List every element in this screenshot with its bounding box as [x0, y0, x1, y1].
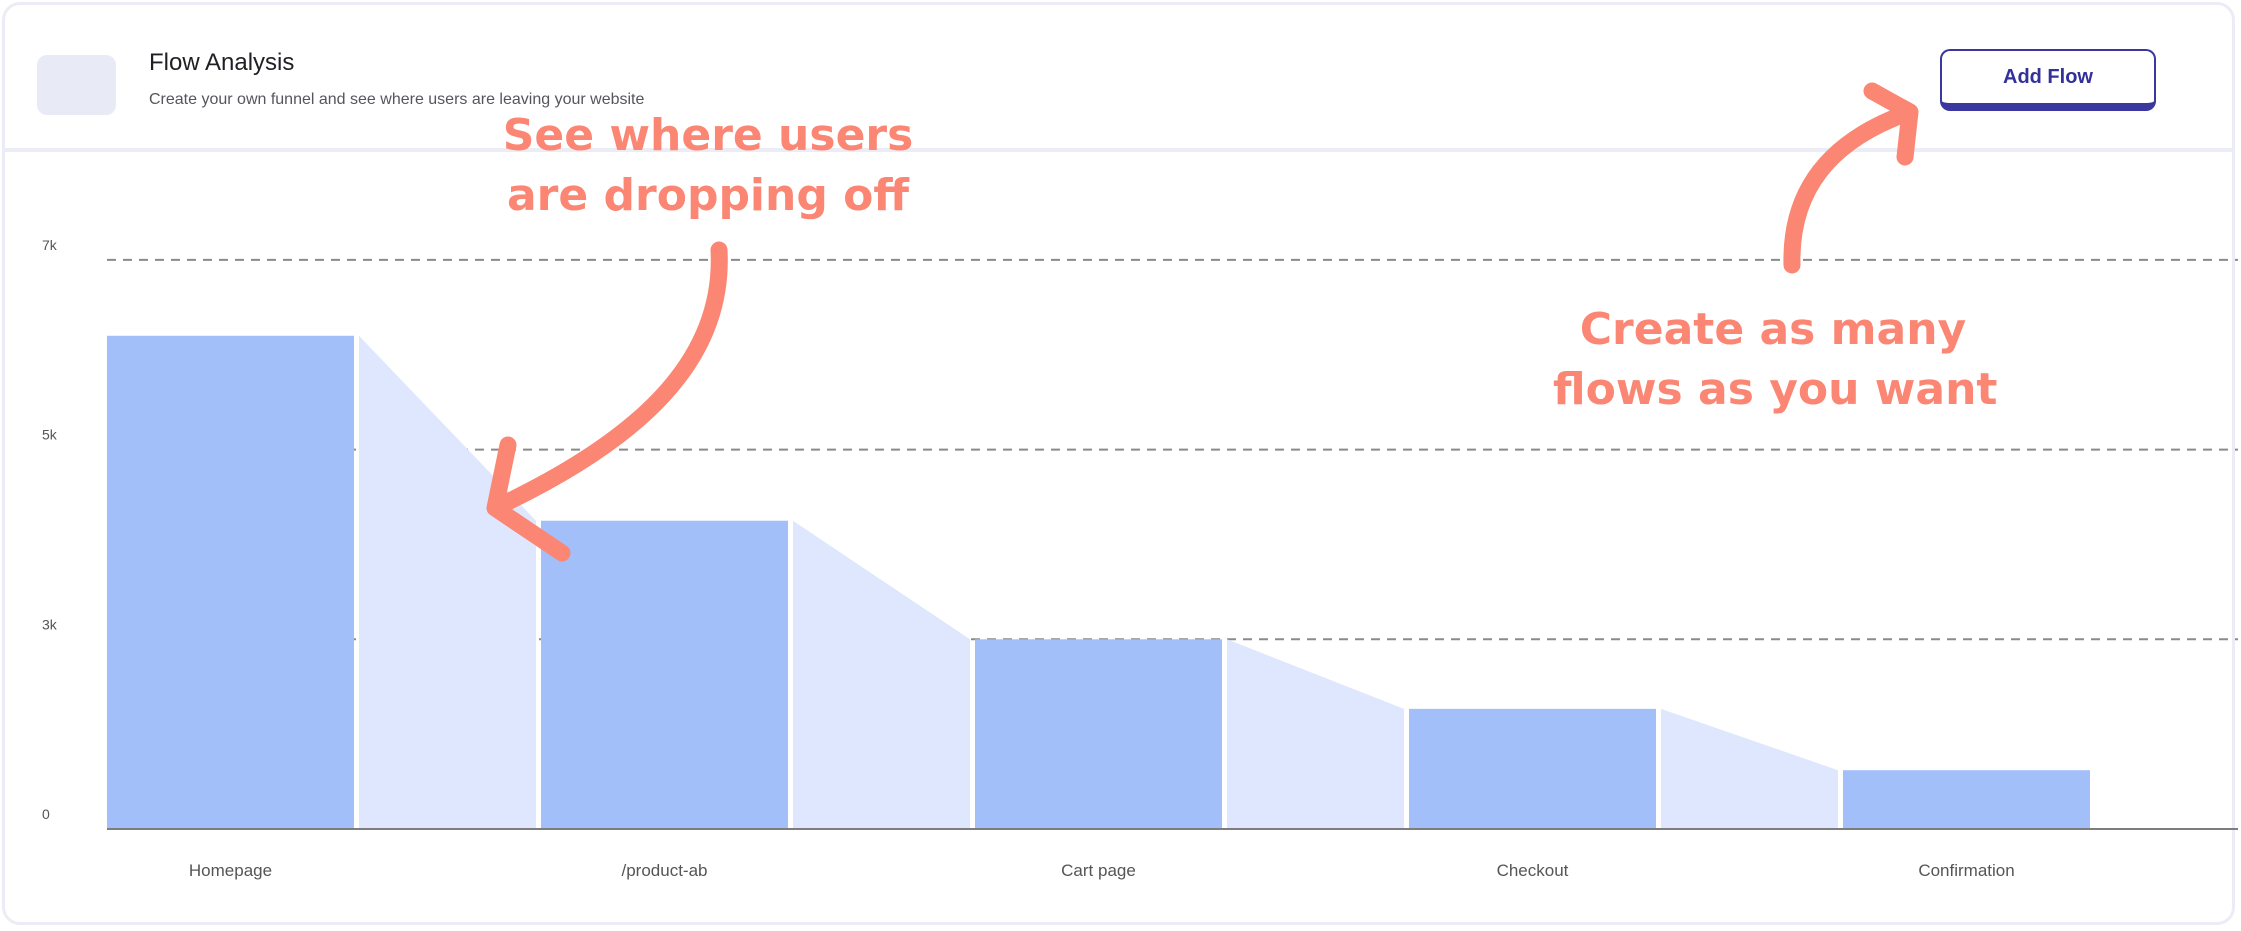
bar-confirmation — [1843, 770, 2090, 829]
dropoff-connector — [793, 520, 970, 829]
x-tick-label: Cart page — [1061, 861, 1136, 880]
annotation-line: flows as you want — [1553, 364, 1998, 415]
flow-icon-placeholder — [37, 55, 116, 115]
x-tick-label: Confirmation — [1918, 861, 2014, 880]
dropoff-connector — [1227, 639, 1404, 829]
header-divider — [5, 148, 2232, 152]
y-tick-label: 7k — [42, 237, 58, 253]
x-tick-label: /product-ab — [622, 861, 708, 880]
annotation-line: See where users — [502, 110, 914, 161]
annotation-line: Create as many — [1579, 304, 1967, 355]
x-tick-label: Checkout — [1497, 861, 1569, 880]
add-flow-button[interactable]: Add Flow — [1940, 49, 2156, 111]
y-tick-label: 5k — [42, 427, 58, 443]
y-tick-label: 0 — [42, 806, 50, 822]
page-subtitle: Create your own funnel and see where use… — [149, 91, 645, 108]
bar-product-ab — [541, 520, 788, 829]
dropoff-connector — [1661, 708, 1838, 829]
annotation-line: are dropping off — [506, 170, 910, 221]
x-tick-label: Homepage — [189, 861, 272, 880]
dropoff-connector — [359, 335, 536, 829]
bar-checkout — [1409, 708, 1656, 829]
y-tick-label: 3k — [42, 616, 58, 632]
bar-homepage — [107, 335, 354, 829]
annotation-dropping-off: See where users are dropping off — [498, 106, 918, 226]
page-title: Flow Analysis — [149, 49, 295, 76]
annotation-create-flows: Create as many flows as you want — [1553, 300, 1998, 420]
bar-cart-page — [975, 639, 1222, 829]
